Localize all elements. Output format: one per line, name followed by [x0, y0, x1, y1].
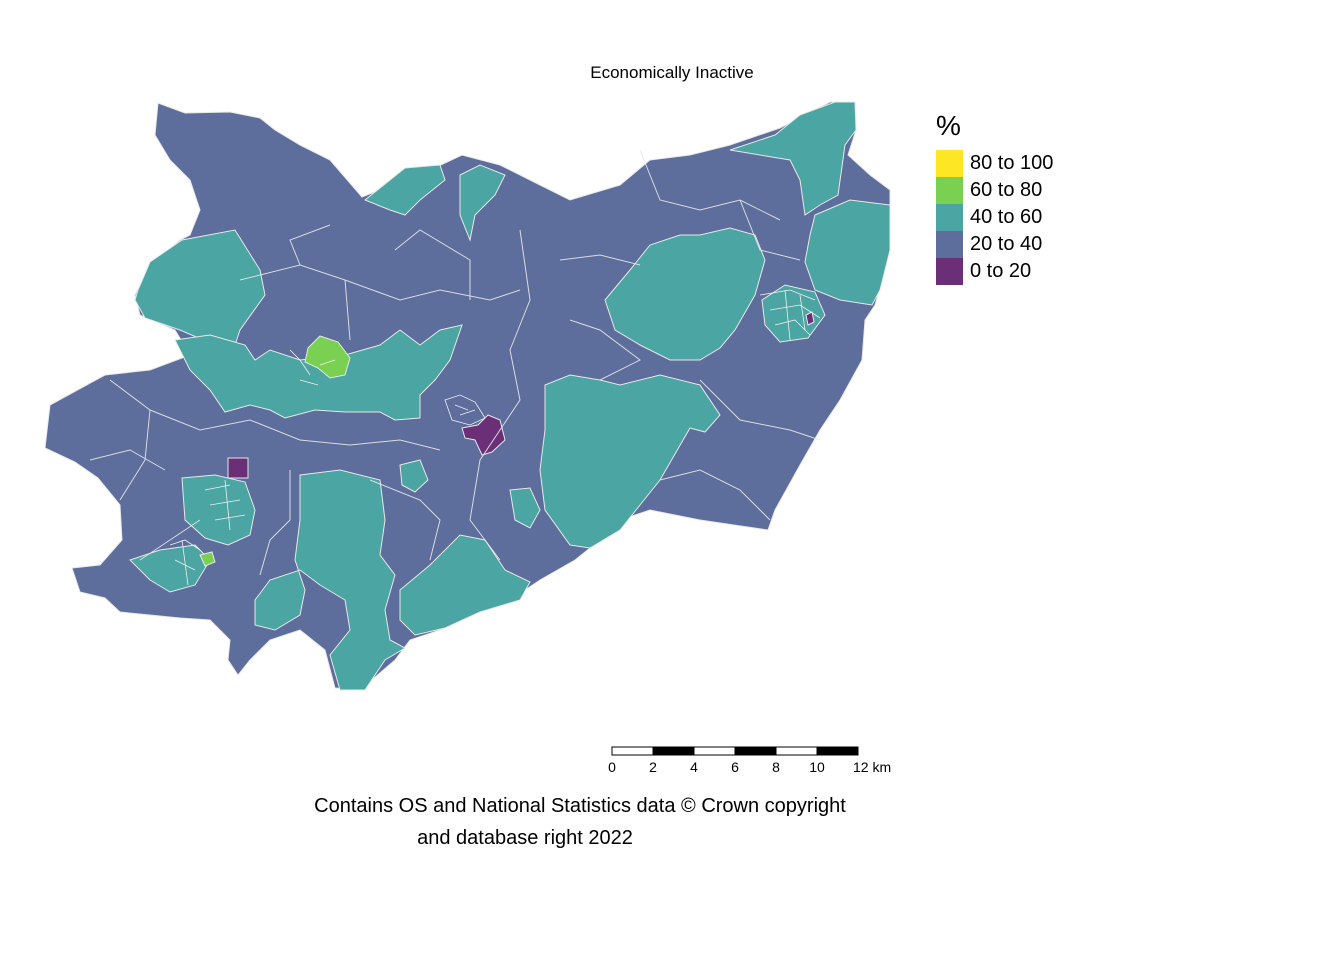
scale-segment	[816, 746, 859, 756]
map-region-south-west-town-2	[129, 544, 211, 593]
map-region-central-small	[399, 459, 429, 493]
map-region-north-mid	[459, 164, 506, 242]
legend-label: 20 to 40	[970, 233, 1043, 255]
legend-label: 60 to 80	[970, 179, 1043, 201]
scale-tick-label: 0	[608, 759, 616, 775]
map-region-south-east	[539, 374, 721, 549]
map-region-north-central-strip	[364, 164, 446, 216]
map-region-south-central	[254, 469, 407, 691]
attribution-line-2: and database right 2022	[417, 827, 633, 849]
scale-tick-label: 10	[809, 759, 825, 775]
map-region-south-west-zone	[227, 457, 249, 479]
legend-item: 20 to 40	[936, 231, 1053, 258]
map-title: Economically Inactive	[590, 63, 754, 82]
map-region-east-coast-strip	[804, 199, 891, 306]
scale-tick-label: 6	[731, 759, 739, 775]
legend-swatch	[936, 150, 963, 177]
map-internal-boundaries	[89, 149, 821, 576]
map-region-south-east-lower	[399, 534, 531, 636]
scale-segment	[693, 746, 736, 756]
map-region-central-zone	[461, 414, 506, 456]
legend-swatch	[936, 177, 963, 204]
scale-segment	[652, 746, 695, 756]
scale-segment	[775, 746, 818, 756]
map-region-central-south	[509, 487, 541, 529]
map-region-east-spot	[805, 311, 815, 326]
attribution-line-1: Contains OS and National Statistics data…	[314, 795, 846, 817]
map-region-central-west-town	[304, 335, 351, 379]
scale-segment	[611, 746, 654, 756]
legend-label: 40 to 60	[970, 206, 1043, 228]
scale-bar: 0 2 4 6 8 10 12 km	[608, 746, 891, 775]
legend-title: %	[936, 110, 961, 141]
legend-item: 80 to 100	[936, 150, 1053, 177]
attribution-text: Contains OS and National Statistics data…	[260, 790, 900, 854]
scale-tick-label: 8	[772, 759, 780, 775]
map-region-central-west	[174, 324, 463, 421]
legend-label: 80 to 100	[970, 152, 1054, 174]
legend-swatch	[936, 231, 963, 258]
legend-swatch	[936, 204, 963, 231]
map-region-south-west-spot	[199, 551, 216, 567]
map-region-north-east-coast	[729, 101, 857, 216]
map-region-east-central	[604, 227, 766, 361]
scale-tick-label: 2	[649, 759, 657, 775]
scale-tick-label: 4	[690, 759, 698, 775]
legend-label: 0 to 20	[970, 260, 1032, 282]
scale-segment	[734, 746, 777, 756]
map-region-west	[134, 229, 266, 346]
legend-item: 40 to 60	[936, 204, 1053, 231]
legend-item: 0 to 20	[936, 258, 1053, 285]
map-region-east-town-fringe	[761, 284, 826, 343]
legend-swatch	[936, 258, 963, 285]
map-urban-ward-clusters	[169, 289, 821, 586]
map-legend: % 80 to 100 60 to 80 40 to 60 20 to 40 0…	[936, 112, 1053, 285]
scale-tick-label: 12 km	[853, 759, 891, 775]
legend-item: 60 to 80	[936, 177, 1053, 204]
